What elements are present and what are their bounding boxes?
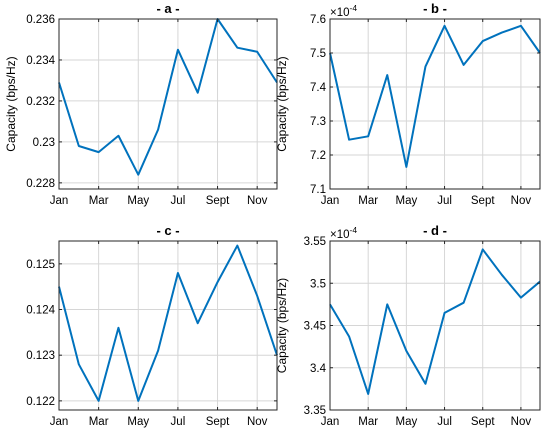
x-tick-label: Mar bbox=[358, 416, 378, 428]
y-axis-label: Capacity (bps/Hz) bbox=[275, 278, 289, 373]
x-tick-label: Sept bbox=[471, 195, 495, 207]
y-tick-label: 7.6 bbox=[310, 14, 326, 26]
y-tick-label: 3.55 bbox=[304, 236, 326, 248]
x-tick-label: Jan bbox=[50, 195, 69, 207]
y-tick-label: 0.124 bbox=[26, 305, 55, 317]
series-line bbox=[329, 24, 541, 168]
y-tick-label: 3.45 bbox=[304, 321, 326, 333]
y-tick-label: 0.122 bbox=[26, 396, 55, 408]
x-tick-label: Mar bbox=[89, 195, 109, 207]
y-tick-label: 7.5 bbox=[310, 48, 326, 60]
x-tick-label: Jan bbox=[321, 195, 340, 207]
y-tick-label: 0.232 bbox=[26, 96, 55, 108]
axes-box bbox=[58, 240, 278, 411]
chart-title: - b - bbox=[423, 1, 447, 16]
x-tick-label: Jan bbox=[321, 416, 340, 428]
panel-c: Jan Mar May Jul Sept Nov 0.122 0.123 0.124 0.125 -… bbox=[26, 223, 278, 428]
chart-title: - c - bbox=[156, 223, 179, 238]
y-tick-label: 3.35 bbox=[304, 405, 326, 417]
series-line bbox=[58, 18, 278, 176]
panel-d: Jan Mar May Jul Sept Nov 3.35 3.4 3.45 3.5 3.55 - d… bbox=[275, 223, 541, 428]
y-tick-label: 0.125 bbox=[26, 259, 55, 271]
chart-title: - d - bbox=[423, 223, 447, 238]
x-tick-label: May bbox=[395, 416, 417, 428]
x-tick-label: Mar bbox=[89, 416, 109, 428]
y-axis-label: Capacity (bps/Hz) bbox=[275, 56, 289, 151]
y-tick-label: 0.228 bbox=[26, 178, 55, 190]
y-tick-label: 0.236 bbox=[26, 14, 55, 26]
x-tick-label: Nov bbox=[247, 416, 268, 428]
y-axis-exponent: ×10-4 bbox=[330, 3, 357, 19]
y-tick-label: 0.23 bbox=[33, 137, 55, 149]
y-tick-label: 0.234 bbox=[26, 55, 55, 67]
y-tick-label: 7.1 bbox=[310, 184, 326, 196]
x-tick-label: Jul bbox=[437, 195, 452, 207]
series-line bbox=[58, 244, 278, 402]
y-tick-label: 7.2 bbox=[310, 150, 326, 162]
x-tick-label: Jul bbox=[171, 416, 186, 428]
y-tick-label: 7.3 bbox=[310, 116, 326, 128]
y-tick-label: 3.4 bbox=[310, 363, 327, 375]
x-tick-label: Nov bbox=[511, 195, 532, 207]
y-tick-label: 0.123 bbox=[26, 350, 55, 362]
y-axis-exponent: ×10-4 bbox=[330, 225, 357, 241]
y-axis-label: Capacity (bps/Hz) bbox=[4, 56, 18, 151]
x-tick-label: Nov bbox=[247, 195, 268, 207]
x-tick-label: May bbox=[127, 195, 149, 207]
plot-area bbox=[59, 19, 277, 189]
axes-box bbox=[58, 18, 278, 190]
plot-area bbox=[59, 241, 277, 410]
chart-title: - a - bbox=[156, 1, 179, 16]
x-tick-label: Sept bbox=[206, 416, 230, 428]
x-tick-label: May bbox=[395, 195, 417, 207]
axes-box bbox=[329, 18, 541, 190]
y-tick-label: 3.5 bbox=[310, 278, 326, 290]
series-line bbox=[329, 248, 541, 395]
exponent-value: -4 bbox=[350, 225, 358, 235]
panel-b: Jan Mar May Jul Sept Nov 7.1 7.2 7.3 7.4 7.5 7.6 - b… bbox=[275, 1, 541, 207]
x-tick-label: Mar bbox=[358, 195, 378, 207]
x-tick-label: Jul bbox=[171, 195, 186, 207]
y-tick-label: 7.4 bbox=[310, 82, 327, 94]
x-tick-label: May bbox=[127, 416, 149, 428]
exponent-value: -4 bbox=[350, 3, 358, 13]
x-tick-label: Jan bbox=[50, 416, 69, 428]
x-tick-label: Nov bbox=[511, 416, 532, 428]
x-tick-label: Jul bbox=[437, 416, 452, 428]
x-tick-label: Sept bbox=[206, 195, 230, 207]
panel-a: Jan Mar May Jul Sept Nov 0.228 0.23 0.232 0.234 0.… bbox=[4, 1, 278, 207]
x-tick-label: Sept bbox=[471, 416, 495, 428]
